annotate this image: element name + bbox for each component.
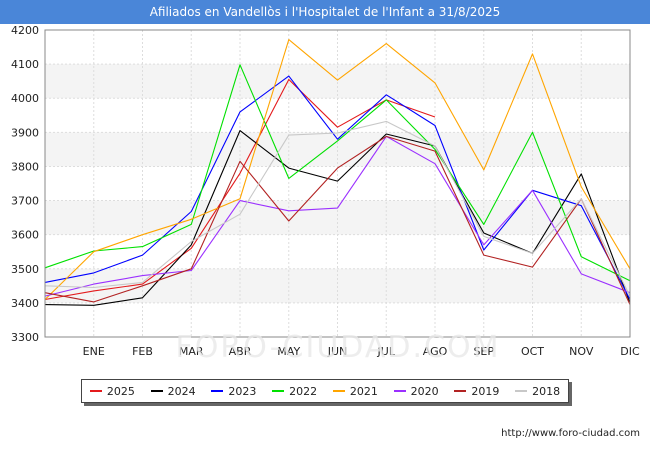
y-tick-labels: 3300 3400 3500 3600 3700 3800 3900 4000 4100 4200 <box>11 24 39 344</box>
y-tick-label: 3700 <box>11 195 39 208</box>
y-tick-label: 3600 <box>11 229 39 242</box>
y-tick-label: 4000 <box>11 92 39 105</box>
x-tick-label: JUL <box>377 345 396 358</box>
chart-legend: 2025 2024 2023 2022 2021 2020 2019 2018 <box>81 379 569 403</box>
legend-label: 2021 <box>349 384 378 398</box>
legend-item-2020: 2020 <box>393 384 439 398</box>
legend-item-2021: 2021 <box>332 384 378 398</box>
y-tick-label: 4200 <box>11 24 39 37</box>
legend-swatch <box>332 390 345 392</box>
legend-item-2024: 2024 <box>150 384 196 398</box>
x-tick-label: AGO <box>423 345 448 358</box>
y-tick-label: 3800 <box>11 160 39 173</box>
y-tick-label: 4100 <box>11 58 39 71</box>
y-tick-label: 3900 <box>11 126 39 139</box>
source-url: http://www.foro-ciudad.com <box>501 428 640 439</box>
plot-band <box>45 132 630 167</box>
x-tick-label: MAR <box>179 345 204 358</box>
watermark: FORO-CIUDAD.COM <box>176 330 501 365</box>
axes <box>44 29 631 338</box>
legend-label: 2025 <box>106 384 135 398</box>
legend-swatch <box>515 390 528 392</box>
x-tick-label: JUN <box>327 345 348 358</box>
x-tick-label: OCT <box>521 345 544 358</box>
legend-swatch <box>393 390 406 392</box>
legend-label: 2019 <box>471 384 500 398</box>
legend-swatch <box>272 390 285 392</box>
y-tick-label: 3500 <box>11 263 39 276</box>
series-line-2019 <box>44 135 631 305</box>
series-line-2022 <box>44 64 631 282</box>
legend-label: 2024 <box>167 384 196 398</box>
x-tick-labels: ENE FEB MAR ABR MAY JUN JUL AGO SEP OCT NOV DIC <box>83 345 640 358</box>
legend-swatch <box>89 390 102 392</box>
y-tick-label: 3400 <box>11 297 39 310</box>
legend-item-2022: 2022 <box>272 385 317 398</box>
x-tick-label: SEP <box>473 345 494 358</box>
legend-item-2018: 2018 <box>515 385 560 398</box>
x-tick-label: DIC <box>620 345 640 358</box>
legend-label: 2023 <box>228 384 257 398</box>
series-line-2018 <box>44 120 631 297</box>
legend-label: 2020 <box>410 384 439 398</box>
series-lines <box>44 39 631 306</box>
plot-band <box>45 64 630 99</box>
legend-swatch <box>454 390 467 392</box>
legend-label: 2018 <box>532 384 561 398</box>
chart-title: Afiliados en Vandellòs i l'Hospitalet de… <box>0 0 650 24</box>
legend-item-2025: 2025 <box>89 384 135 398</box>
legend-item-2023: 2023 <box>211 385 256 398</box>
legend-swatch <box>150 390 163 392</box>
plot-band <box>45 200 630 235</box>
legend-swatch <box>211 390 224 392</box>
series-line-2020 <box>44 135 631 297</box>
x-tick-label: NOV <box>569 345 594 358</box>
legend-label: 2022 <box>289 384 318 398</box>
plot-border <box>44 29 631 338</box>
legend-item-2019: 2019 <box>454 385 499 398</box>
y-tick-label: 3300 <box>11 331 39 344</box>
x-tick-label: ENE <box>83 345 105 358</box>
x-tick-label: FEB <box>132 345 153 358</box>
series-line-2021 <box>44 39 631 300</box>
x-tick-label: ABR <box>229 345 252 358</box>
x-tick-label: MAY <box>277 345 300 358</box>
